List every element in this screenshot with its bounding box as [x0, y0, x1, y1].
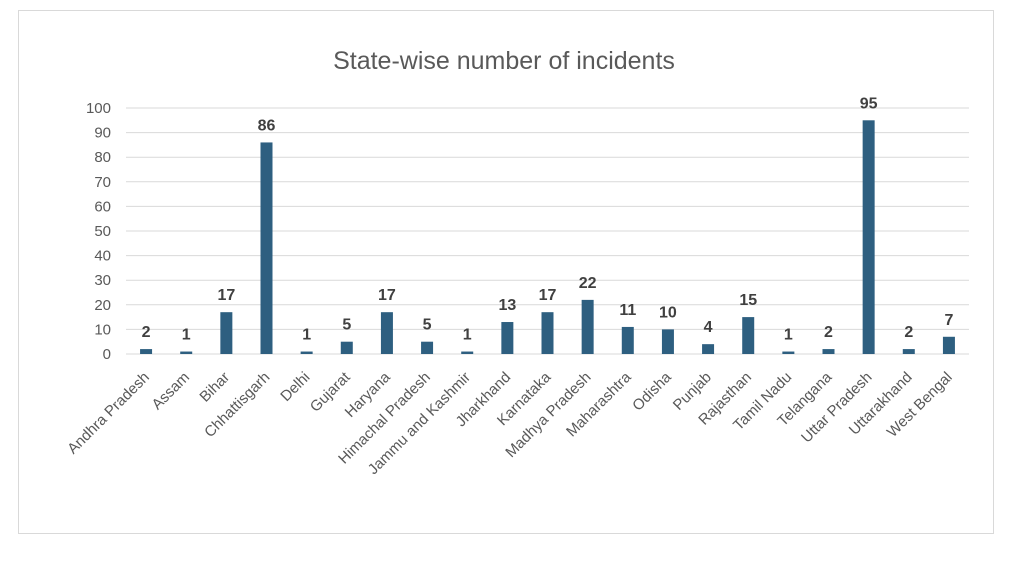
data-label: 17: [378, 287, 396, 304]
y-tick-label: 70: [94, 174, 111, 191]
bar-haryana: [380, 312, 393, 354]
chart-title: State-wise number of incidents: [333, 47, 675, 75]
bar-chhattisgarh: [260, 142, 273, 354]
data-label: 13: [498, 297, 516, 314]
bars: [140, 120, 955, 354]
bar-himachal-pradesh: [421, 341, 434, 354]
bar-andhra-pradesh: [140, 349, 153, 354]
data-label: 1: [182, 327, 191, 344]
bar-punjab: [702, 344, 715, 354]
bar-west-bengal: [942, 336, 955, 354]
data-label: 5: [423, 317, 432, 334]
x-tick-label: Bihar: [196, 369, 233, 406]
y-tick-label: 20: [94, 297, 111, 314]
y-tick-label: 50: [94, 223, 111, 240]
bar-gujarat: [340, 341, 353, 354]
data-label: 86: [258, 117, 276, 134]
bar-chart: State-wise number of incidents 010203040…: [64, 47, 969, 478]
bar-maharashtra: [621, 326, 634, 354]
x-tick-label: Delhi: [277, 369, 313, 405]
data-label: 11: [619, 302, 636, 319]
data-label: 7: [944, 312, 953, 329]
y-tick-label: 100: [86, 100, 111, 117]
data-label: 2: [824, 324, 833, 341]
bar-uttarakhand: [902, 349, 915, 354]
bar-karnataka: [541, 312, 554, 354]
data-label: 2: [904, 324, 913, 341]
bar-uttar-pradesh: [862, 120, 875, 354]
data-label: 5: [342, 317, 351, 334]
data-label: 22: [579, 275, 597, 292]
x-tick-label: Odisha: [629, 368, 675, 414]
y-tick-label: 10: [94, 321, 111, 338]
y-tick-label: 80: [94, 149, 111, 166]
bar-tamil-nadu: [782, 351, 795, 354]
x-tick-label: Andhra Pradesh: [64, 369, 153, 458]
bar-telangana: [822, 349, 835, 354]
data-label: 1: [784, 327, 793, 344]
x-tick-label: Assam: [149, 369, 193, 413]
data-label: 15: [739, 292, 757, 309]
y-tick-label: 90: [94, 125, 111, 142]
y-tick-label: 60: [94, 198, 111, 215]
bar-madhya-pradesh: [581, 299, 594, 354]
bar-assam: [180, 351, 193, 354]
data-label: 17: [217, 287, 235, 304]
y-tick-label: 30: [94, 272, 111, 289]
bar-jharkhand: [501, 322, 514, 354]
data-label: 1: [302, 327, 311, 344]
data-label: 2: [142, 324, 151, 341]
bar-bihar: [220, 312, 233, 354]
bar-delhi: [300, 351, 313, 354]
bar-rajasthan: [742, 317, 755, 354]
data-label: 4: [704, 319, 713, 336]
data-label: 17: [539, 287, 557, 304]
y-axis: 0 10 20 30 40 50 60 70 80 90 100: [86, 100, 111, 363]
chart-frame: State-wise number of incidents 0 10 20 30 40…: [18, 10, 994, 534]
bar-jammu-and-kashmir: [461, 351, 474, 354]
data-label: 95: [860, 95, 878, 112]
bar-odisha: [661, 329, 674, 354]
data-label: 10: [659, 304, 677, 321]
y-tick-label: 40: [94, 248, 111, 265]
data-label: 1: [463, 327, 472, 344]
y-tick-label: 0: [103, 346, 111, 363]
